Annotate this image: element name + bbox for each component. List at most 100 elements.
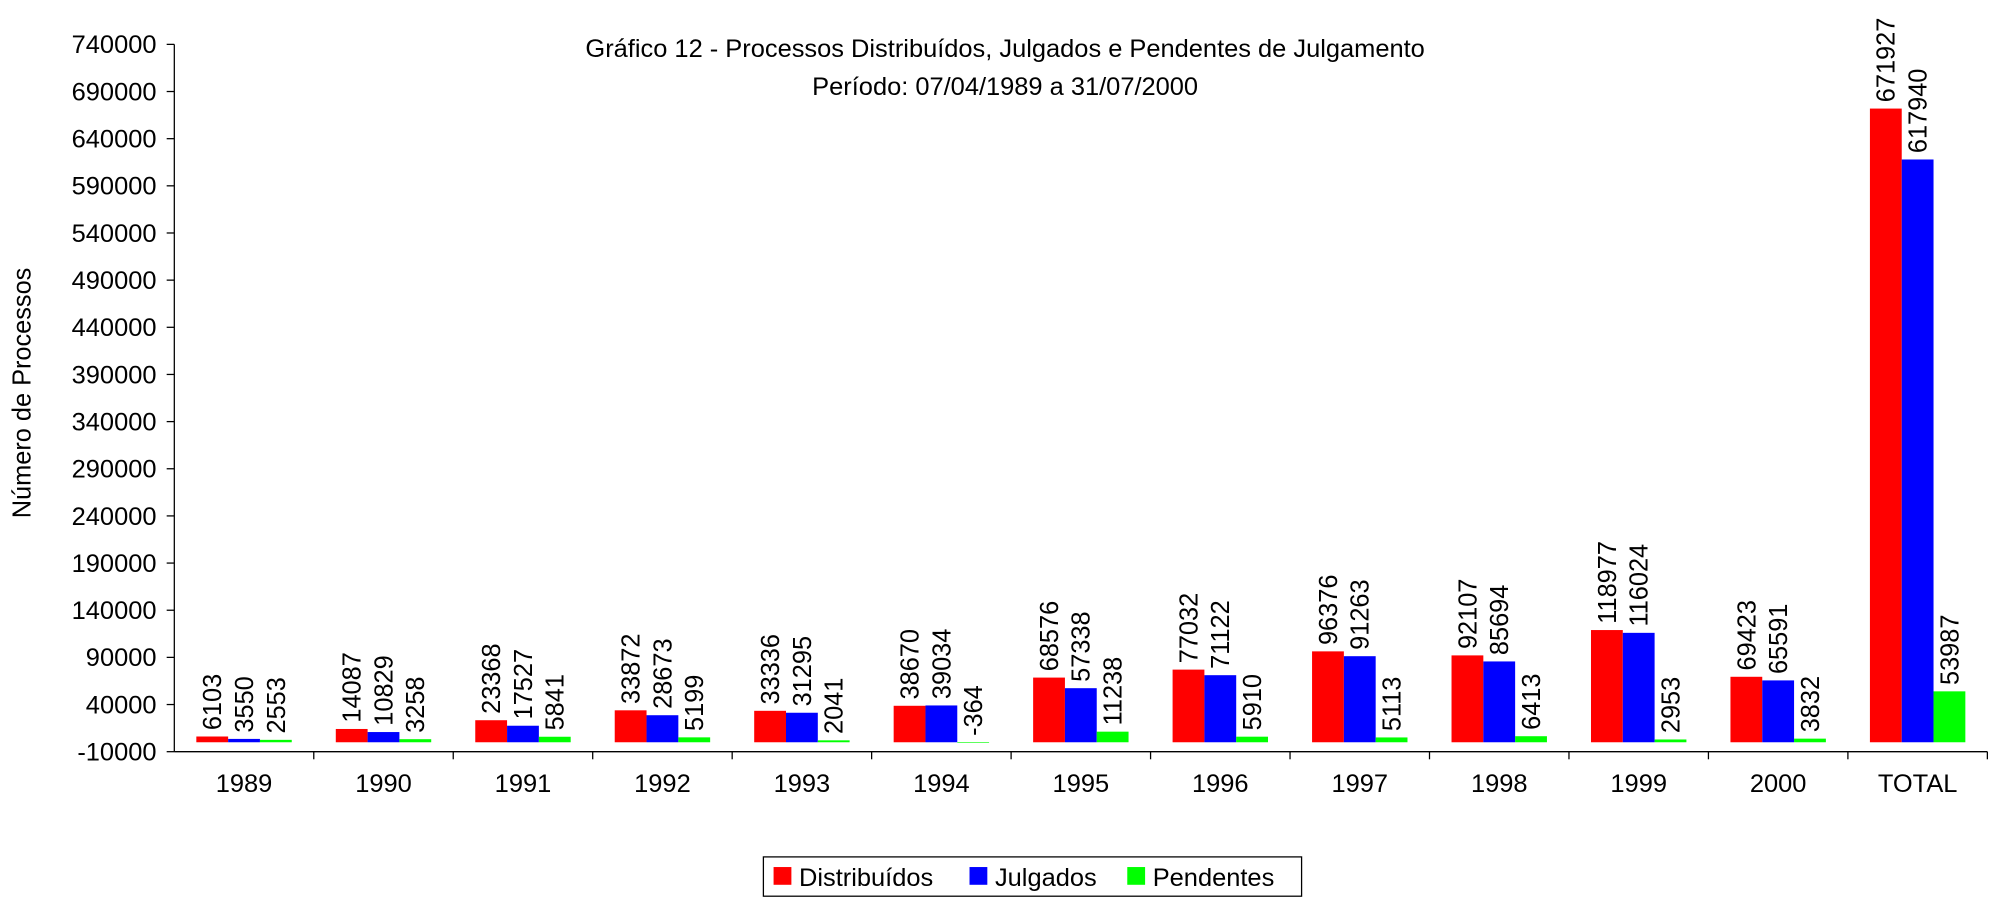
data-label: 5841 bbox=[542, 674, 570, 730]
y-tick-label: 640000 bbox=[72, 126, 157, 154]
legend-swatch bbox=[773, 867, 792, 885]
bar bbox=[228, 738, 260, 743]
data-label: 3550 bbox=[231, 676, 259, 732]
data-label: 39034 bbox=[928, 629, 956, 699]
legend-box bbox=[762, 856, 1303, 897]
x-tick-label: 1989 bbox=[216, 770, 273, 798]
bar bbox=[196, 736, 229, 743]
bar bbox=[507, 725, 539, 743]
y-tick-label: 240000 bbox=[72, 503, 157, 531]
y-axis-label: Número de Processos bbox=[8, 268, 36, 519]
bar bbox=[399, 739, 432, 743]
bar bbox=[1869, 108, 1902, 743]
data-label: 57338 bbox=[1068, 611, 1096, 681]
y-tick-label: 290000 bbox=[72, 456, 157, 484]
y-tick-label: 490000 bbox=[72, 267, 157, 295]
y-tick-label: 340000 bbox=[72, 409, 157, 437]
bar bbox=[1901, 159, 1934, 743]
bar bbox=[1312, 651, 1344, 743]
y-tick-label: 190000 bbox=[72, 550, 157, 578]
x-tick-label: 1995 bbox=[1053, 770, 1110, 798]
data-label: 617940 bbox=[1904, 69, 1932, 154]
x-tick-label: 1991 bbox=[495, 770, 552, 798]
x-tick-label: 1993 bbox=[774, 770, 831, 798]
data-label: 71122 bbox=[1207, 600, 1235, 669]
y-tick-label: 90000 bbox=[86, 644, 157, 672]
bar bbox=[1794, 738, 1826, 743]
x-tick-label: 1990 bbox=[355, 770, 412, 798]
data-label: 14087 bbox=[339, 652, 367, 722]
bar bbox=[367, 732, 400, 743]
y-tick-label: 40000 bbox=[86, 691, 157, 719]
legend-label: Pendentes bbox=[1153, 864, 1275, 892]
data-label: 17527 bbox=[510, 649, 538, 719]
bar bbox=[335, 728, 368, 743]
x-tick-label: 1994 bbox=[913, 770, 970, 798]
data-label: 53987 bbox=[1936, 615, 1964, 685]
data-label: 2041 bbox=[821, 678, 849, 734]
data-label: 65591 bbox=[1765, 604, 1793, 674]
y-tick-label: -10000 bbox=[77, 739, 156, 767]
bar bbox=[1033, 677, 1065, 743]
y-tick-label: 590000 bbox=[72, 173, 157, 201]
bar bbox=[259, 739, 292, 743]
y-tick-label: 390000 bbox=[72, 361, 157, 389]
y-tick-label: 440000 bbox=[72, 314, 157, 342]
data-label: 33336 bbox=[757, 634, 785, 704]
x-tick-label: 1996 bbox=[1192, 770, 1249, 798]
y-tick-label: 690000 bbox=[72, 78, 157, 106]
data-label: -364 bbox=[960, 685, 988, 736]
y-tick-label: 740000 bbox=[72, 31, 157, 59]
data-label: 10829 bbox=[370, 655, 398, 725]
data-label: 6413 bbox=[1518, 674, 1546, 730]
bar bbox=[1654, 739, 1687, 743]
data-label: 69423 bbox=[1733, 600, 1761, 670]
legend-swatch bbox=[1127, 867, 1146, 885]
x-tick-label: 1999 bbox=[1610, 770, 1667, 798]
bar bbox=[646, 715, 679, 743]
bar bbox=[475, 720, 508, 743]
data-label: 116024 bbox=[1626, 544, 1654, 627]
x-tick-label: TOTAL bbox=[1878, 770, 1958, 798]
x-tick-label: 1992 bbox=[634, 770, 691, 798]
chart-subtitle: Período: 07/04/1989 a 31/07/2000 bbox=[812, 73, 1198, 101]
bar bbox=[1064, 688, 1097, 743]
data-label: 91263 bbox=[1347, 579, 1375, 649]
data-label: 85694 bbox=[1486, 585, 1514, 655]
bar bbox=[1730, 676, 1763, 743]
bar bbox=[1096, 731, 1129, 743]
bar bbox=[925, 705, 958, 743]
data-label: 5910 bbox=[1239, 674, 1267, 730]
bar bbox=[678, 737, 711, 743]
bar bbox=[1933, 691, 1966, 743]
data-label: 77032 bbox=[1175, 593, 1203, 663]
bar bbox=[786, 712, 818, 743]
bar bbox=[1451, 655, 1484, 743]
data-label: 28673 bbox=[649, 638, 677, 708]
data-label: 92107 bbox=[1454, 579, 1482, 649]
data-label: 5199 bbox=[681, 675, 709, 731]
data-label: 5113 bbox=[1378, 677, 1406, 731]
legend-label: Distribuídos bbox=[799, 864, 933, 892]
bar bbox=[1375, 737, 1408, 743]
data-label: 33872 bbox=[617, 634, 645, 704]
y-tick-label: 140000 bbox=[72, 597, 157, 625]
y-tick-label: 540000 bbox=[72, 220, 157, 248]
bar bbox=[1204, 675, 1237, 743]
x-tick-label: 1997 bbox=[1331, 770, 1388, 798]
bar bbox=[1172, 669, 1205, 743]
bar bbox=[1622, 632, 1655, 743]
data-label: 118977 bbox=[1594, 541, 1622, 624]
legend-swatch bbox=[969, 867, 988, 885]
bar bbox=[538, 736, 571, 743]
chart-title: Gráfico 12 - Processos Distribuídos, Jul… bbox=[585, 35, 1424, 63]
bar bbox=[754, 710, 787, 743]
data-label: 3832 bbox=[1797, 676, 1825, 732]
bar bbox=[957, 742, 990, 743]
data-label: 3258 bbox=[402, 677, 430, 733]
data-label: 23368 bbox=[478, 643, 506, 713]
data-label: 11238 bbox=[1100, 657, 1128, 726]
bar bbox=[817, 740, 850, 743]
data-label: 671927 bbox=[1873, 18, 1901, 103]
